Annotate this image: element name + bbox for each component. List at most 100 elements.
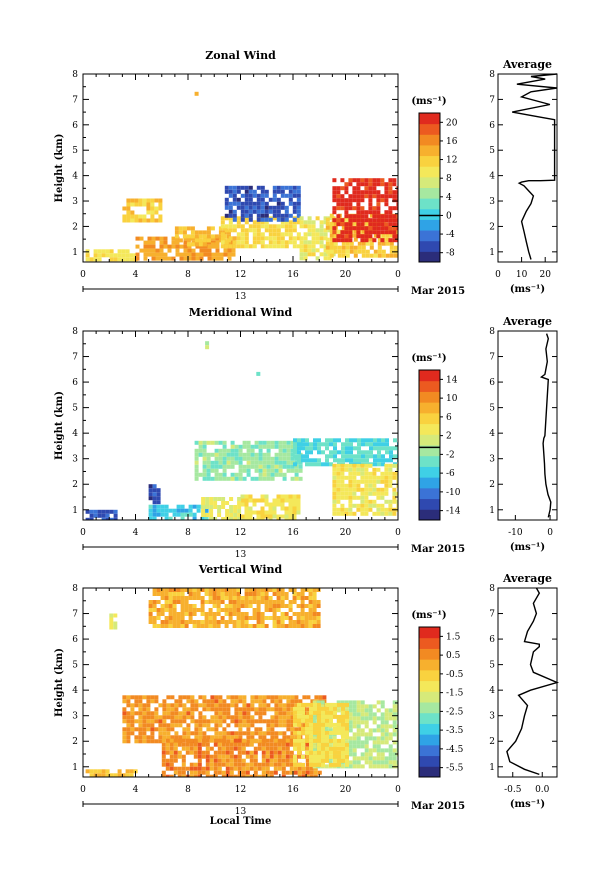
colorbar-segment bbox=[419, 391, 440, 403]
inset-y-tick-label: 6 bbox=[489, 121, 495, 131]
y-tick-label: 5 bbox=[72, 661, 78, 671]
x-axis-label: Local Time bbox=[210, 816, 272, 827]
inset-y-tick-label: 2 bbox=[489, 222, 495, 232]
heatmap-cells bbox=[85, 588, 398, 777]
colorbar-segment bbox=[419, 240, 440, 252]
colorbar-segment bbox=[419, 648, 440, 660]
heatmap-region-10 bbox=[194, 91, 199, 96]
inset-y-tick-label: 1 bbox=[489, 763, 495, 773]
inset-y-tick-label: 5 bbox=[489, 661, 495, 671]
x-tick-label: 20 bbox=[340, 785, 352, 795]
y-axis-label: Height (km) bbox=[54, 134, 65, 203]
heatmap-region-2 bbox=[122, 198, 163, 223]
colorbar-tick-label: -6 bbox=[446, 469, 455, 479]
inset-y-tick-label: 8 bbox=[489, 70, 495, 80]
x-tick-label: 0 bbox=[395, 528, 401, 538]
heatmap-region-3 bbox=[148, 504, 209, 520]
inset-x-tick-label: -10 bbox=[508, 528, 523, 538]
inset-profile-line bbox=[506, 587, 560, 776]
inset-x-label: (ms⁻¹) bbox=[510, 542, 545, 553]
inset-x-tick-label: 0.0 bbox=[535, 785, 550, 795]
y-tick-label: 7 bbox=[72, 610, 78, 620]
y-axis-label: Height (km) bbox=[54, 648, 65, 717]
colorbar-segment bbox=[419, 498, 440, 510]
colorbar-segment bbox=[419, 219, 440, 231]
colorbar-segment bbox=[419, 669, 440, 682]
colorbar-segment bbox=[419, 230, 440, 242]
inset-y-tick-label: 7 bbox=[489, 95, 495, 105]
y-tick-label: 2 bbox=[72, 737, 78, 747]
colorbar-tick-label: -3.5 bbox=[446, 726, 464, 736]
colorbar-tick-label: -5.5 bbox=[446, 764, 464, 774]
x-tick-label: 8 bbox=[185, 785, 191, 795]
colorbar-segment bbox=[419, 445, 440, 457]
y-tick-label: 1 bbox=[72, 248, 78, 258]
colorbar-segment bbox=[419, 187, 440, 199]
y-tick-label: 6 bbox=[72, 378, 78, 388]
inset-y-tick-label: 1 bbox=[489, 506, 495, 516]
inset-y-tick-label: 2 bbox=[489, 737, 495, 747]
colorbar-segment bbox=[419, 734, 440, 746]
colorbar-segment bbox=[419, 123, 440, 135]
colorbar-segment bbox=[419, 412, 440, 425]
x-tick-label: 20 bbox=[340, 528, 352, 538]
colorbar-segment bbox=[419, 251, 440, 263]
y-tick-label: 3 bbox=[72, 712, 78, 722]
heatmap-region-1 bbox=[85, 509, 118, 520]
x-tick-label: 0 bbox=[395, 785, 401, 795]
colorbar-tick-label: -0.5 bbox=[446, 670, 464, 680]
y-tick-label: 8 bbox=[72, 327, 78, 337]
heatmap-region-7 bbox=[332, 463, 398, 516]
inset-frame bbox=[497, 73, 558, 263]
colorbar-segment bbox=[419, 198, 440, 210]
y-tick-label: 7 bbox=[72, 353, 78, 363]
colorbar-segment bbox=[419, 723, 440, 735]
heatmap-region-5 bbox=[293, 702, 349, 767]
colorbar-segment bbox=[419, 659, 440, 671]
date-day-label: 13 bbox=[235, 292, 247, 302]
heatmap-region-4 bbox=[194, 440, 303, 481]
inset-title: Average bbox=[502, 58, 552, 71]
colorbar-segment bbox=[419, 134, 440, 146]
colorbar-segment bbox=[419, 766, 440, 778]
colorbar-tick-label: 20 bbox=[446, 118, 458, 128]
heatmap-region-6 bbox=[293, 438, 398, 467]
y-tick-label: 6 bbox=[72, 121, 78, 131]
colorbar-tick-label: -2.5 bbox=[446, 707, 464, 717]
y-tick-label: 8 bbox=[72, 584, 78, 594]
colorbar-tick-label: -10 bbox=[446, 488, 461, 498]
x-tick-label: 16 bbox=[287, 528, 299, 538]
colorbar-tick-label: -4.5 bbox=[446, 745, 464, 755]
colorbar-segment bbox=[419, 455, 440, 467]
inset-y-tick-label: 4 bbox=[489, 686, 495, 696]
colorbar-segment bbox=[419, 744, 440, 757]
x-tick-label: 0 bbox=[80, 528, 86, 538]
colorbar-unit: (ms⁻¹) bbox=[411, 353, 446, 364]
y-tick-label: 2 bbox=[72, 222, 78, 232]
colorbar-segment bbox=[419, 208, 440, 220]
inset-y-tick-label: 7 bbox=[489, 610, 495, 620]
y-tick-label: 1 bbox=[72, 763, 78, 773]
colorbar-tick-label: 0.5 bbox=[446, 651, 461, 661]
y-tick-label: 7 bbox=[72, 95, 78, 105]
colorbar-tick-label: 6 bbox=[446, 413, 452, 423]
inset-y-tick-label: 8 bbox=[489, 327, 495, 337]
heatmap-region-5 bbox=[240, 494, 301, 520]
colorbar-segment bbox=[419, 627, 440, 639]
inset-y-tick-label: 1 bbox=[489, 248, 495, 258]
colorbar-frame bbox=[418, 626, 441, 778]
colorbar-segment bbox=[419, 637, 440, 649]
colorbar-tick-label: 2 bbox=[446, 432, 452, 442]
y-tick-label: 4 bbox=[72, 172, 78, 182]
x-tick-label: 12 bbox=[235, 528, 246, 538]
heatmap-region-10 bbox=[256, 371, 261, 376]
inset-y-tick-label: 3 bbox=[489, 455, 495, 465]
colorbar-segment bbox=[419, 434, 440, 446]
y-tick-label: 4 bbox=[72, 686, 78, 696]
panel-title: Vertical Wind bbox=[198, 563, 283, 576]
heatmap-cells bbox=[85, 91, 398, 262]
colorbar-tick-label: 10 bbox=[446, 394, 458, 404]
